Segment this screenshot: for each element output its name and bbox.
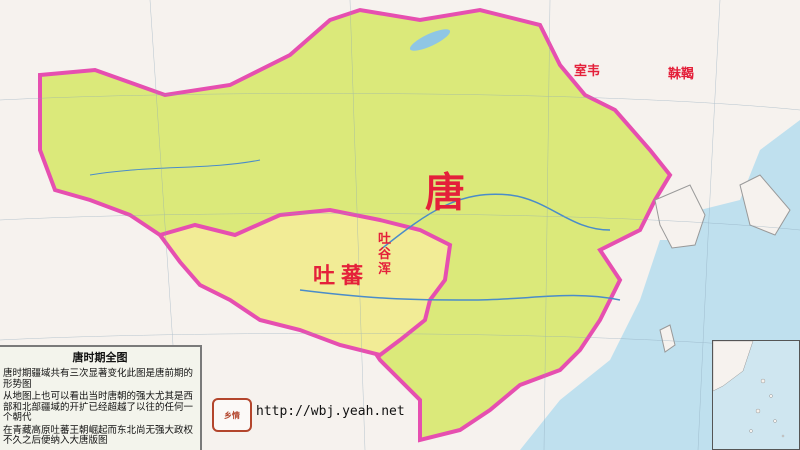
label-tuyuhun-char-2: 谷 — [378, 247, 392, 262]
label-tuyuhun: 吐 谷 浑 — [378, 232, 391, 277]
yellow-river — [379, 193, 611, 251]
seal-stamp-icon: 乡情 — [212, 398, 252, 432]
inset-map-graphic — [713, 341, 785, 438]
yangtze-river — [299, 289, 621, 301]
label-tuyuhun-char-1: 吐 — [378, 232, 392, 247]
korea-peninsula — [654, 184, 706, 249]
legend-paragraph: 从地图上也可以看出当时唐朝的强大尤其是西部和北部疆域的开扩已经超越了以往的任何一… — [3, 391, 194, 423]
label-mohe: 靺鞨 — [668, 67, 695, 82]
label-tang: 唐 — [425, 169, 465, 216]
japan-islands — [739, 174, 791, 236]
tubo-territory — [156, 207, 453, 358]
watermark-url: http://wbj.yeah.net — [256, 404, 405, 419]
label-tubo: 吐蕃 — [313, 263, 370, 289]
inset-map — [712, 340, 800, 450]
label-tuyuhun-char-3: 浑 — [378, 262, 392, 277]
river-tarim — [89, 159, 261, 176]
lake-baikal — [409, 29, 451, 51]
legend-title: 唐时期全图 — [72, 351, 128, 364]
legend-paragraph: 唐时期疆域共有三次显著变化此图是唐前期的形势图 — [3, 368, 194, 390]
taiwan-island — [659, 324, 676, 353]
label-shiwei: 室韦 — [574, 64, 601, 79]
legend-box: 唐时期全图 唐时期疆域共有三次显著变化此图是唐前期的形势图 从地图上也可以看出当… — [0, 345, 202, 450]
legend-paragraph: 在青藏高原吐蕃王朝崛起而东北尚无强大政权不久之后便纳入大唐版图 — [3, 424, 194, 446]
